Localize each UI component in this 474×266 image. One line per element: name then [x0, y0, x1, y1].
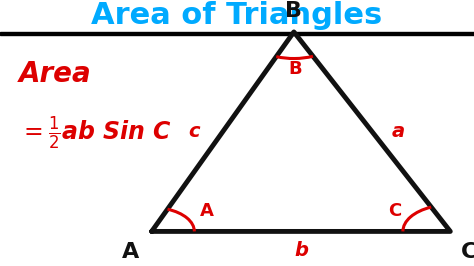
Text: b: b	[294, 240, 308, 260]
Text: $=\frac{1}{2}$ab Sin C: $=\frac{1}{2}$ab Sin C	[19, 114, 172, 152]
Text: B: B	[288, 60, 302, 78]
Bar	[0, 0, 474, 32]
Text: B: B	[285, 1, 302, 21]
Text: A: A	[122, 242, 139, 262]
Text: A: A	[200, 202, 214, 219]
Text: a: a	[392, 122, 405, 141]
Bar	[0, 32, 474, 35]
Text: c: c	[189, 122, 200, 141]
Text: Area: Area	[19, 60, 91, 89]
Text: C: C	[388, 202, 401, 220]
Text: C: C	[461, 242, 474, 262]
Text: Area of Triangles: Area of Triangles	[91, 1, 383, 31]
